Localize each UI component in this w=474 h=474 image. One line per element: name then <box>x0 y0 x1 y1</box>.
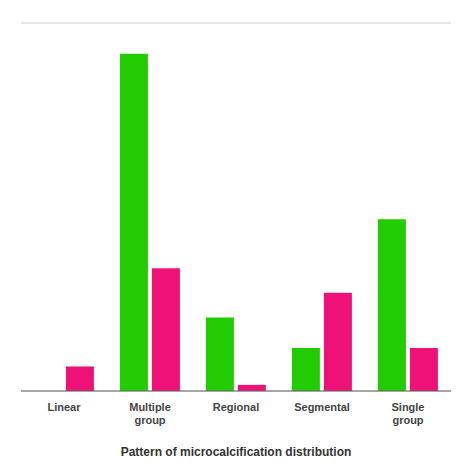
svg-text:Multiplegroup: Multiplegroup <box>129 401 171 426</box>
svg-text:Segmental: Segmental <box>294 401 350 413</box>
svg-text:Pattern of microcalcification: Pattern of microcalcification distributi… <box>121 445 352 459</box>
svg-text:Regional: Regional <box>213 401 259 413</box>
svg-text:Linear: Linear <box>47 401 81 413</box>
svg-text:Singlegroup: Singlegroup <box>391 401 424 426</box>
